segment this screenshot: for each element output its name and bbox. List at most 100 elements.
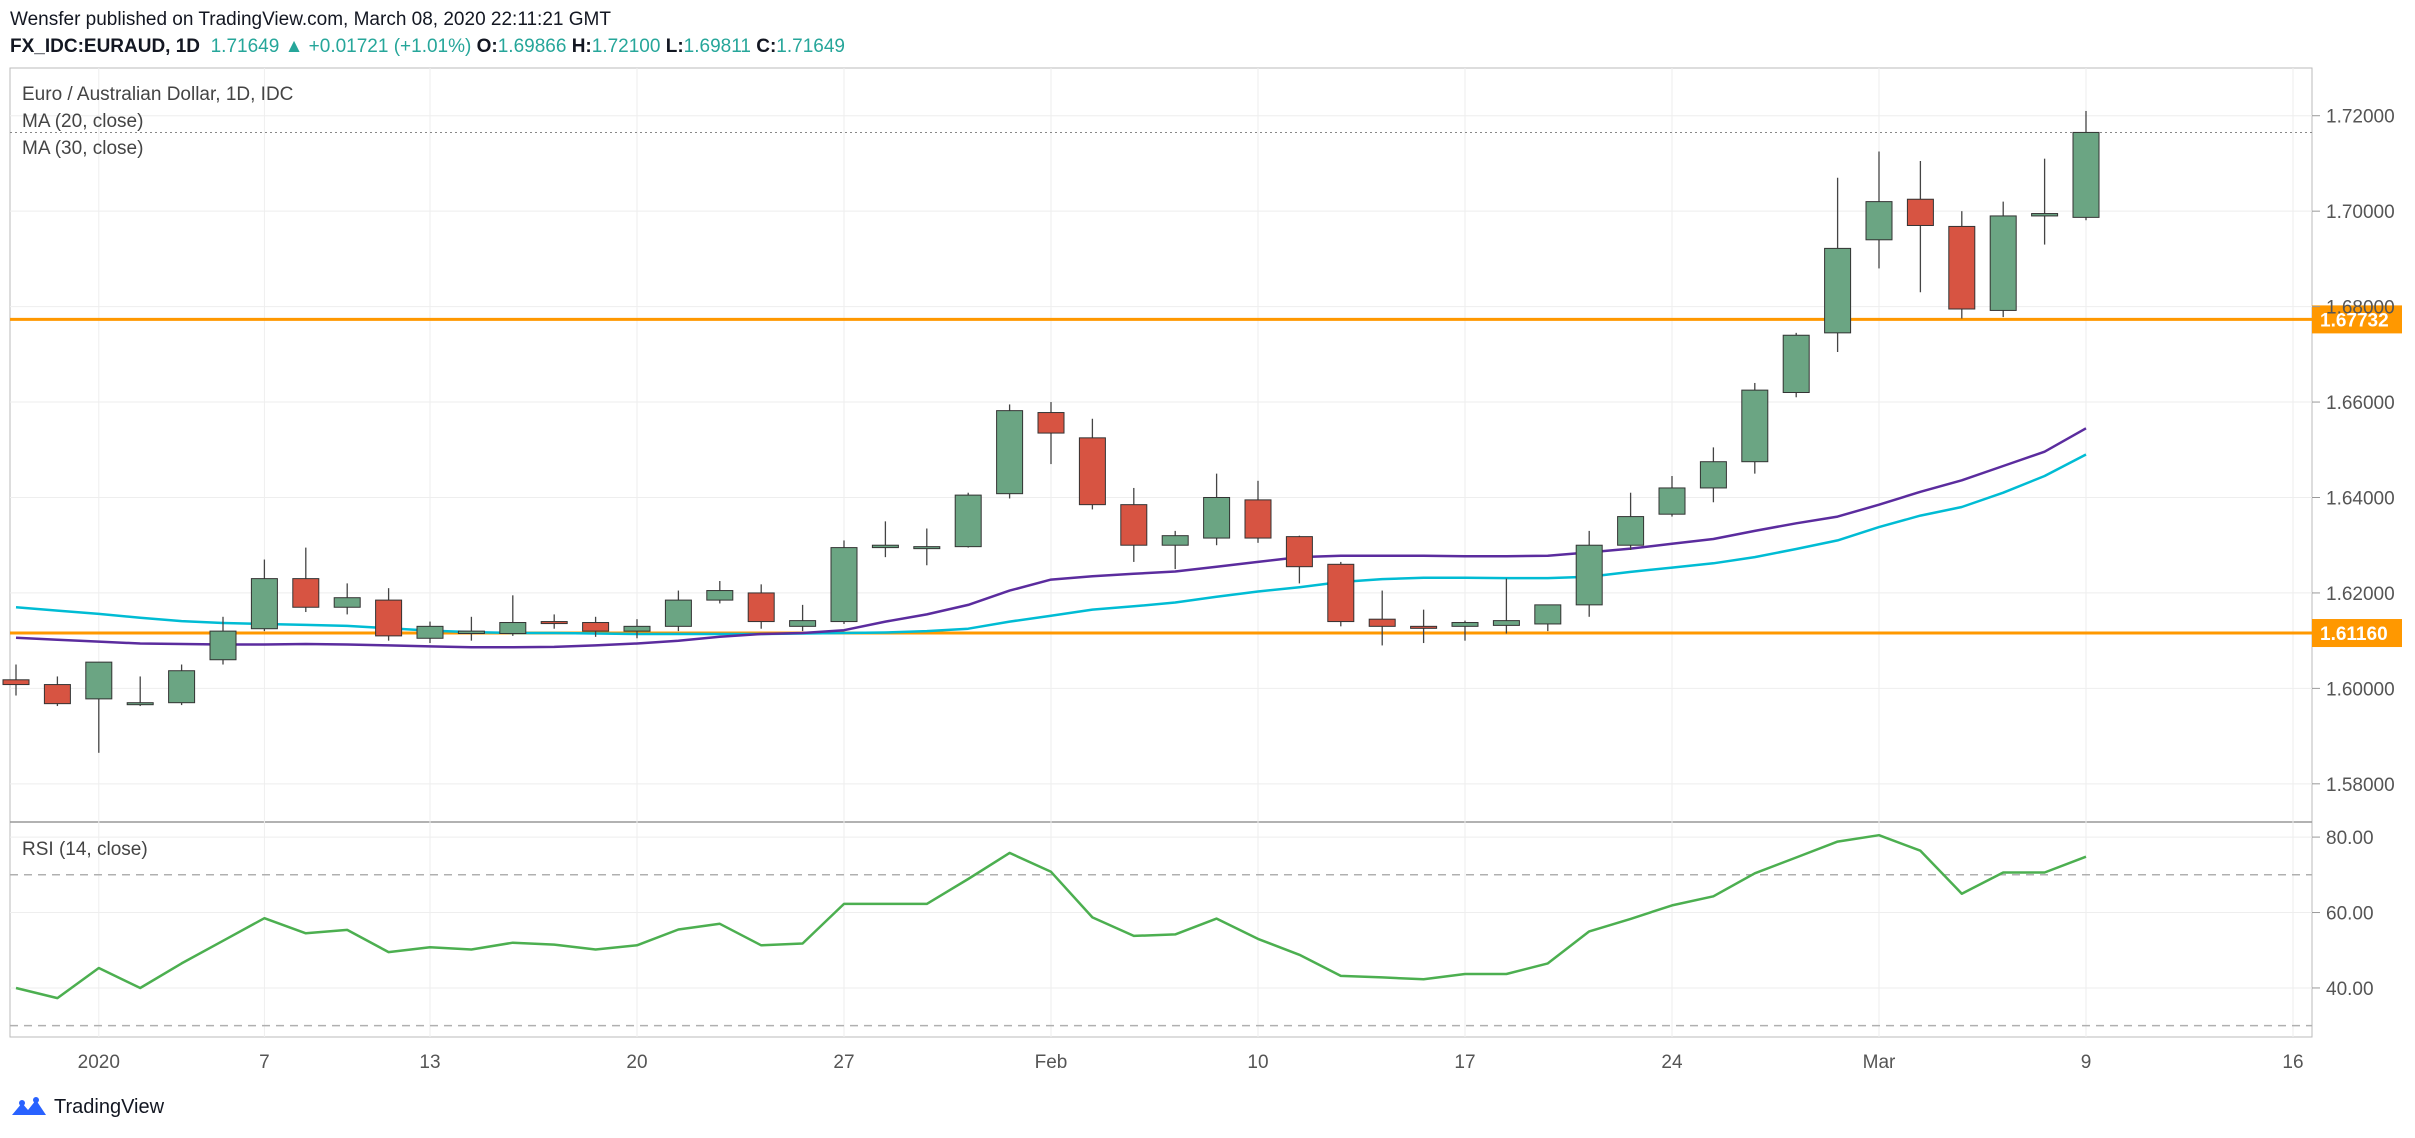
x-tick-label: 20 bbox=[626, 1052, 647, 1073]
candle-up bbox=[250, 559, 278, 632]
x-tick-label: 10 bbox=[1247, 1052, 1268, 1073]
chart-canvas[interactable]: 1.67732 1.61160 2020 7 13 20 27 Feb 10 17 24 Mar 9 1… bbox=[0, 0, 2415, 1085]
ma30-label: MA (30, close) bbox=[22, 138, 143, 159]
candle-up bbox=[664, 590, 692, 632]
chart-header: Wensfer published on TradingView.com, Ma… bbox=[10, 6, 845, 60]
candle-down bbox=[1244, 480, 1272, 543]
candle-body bbox=[996, 410, 1024, 495]
y-tick-label: 1.62000 bbox=[2326, 584, 2395, 605]
close-value: 1.71649 bbox=[776, 36, 845, 57]
candle-down bbox=[1285, 535, 1313, 584]
pane-labels: Euro / Australian Dollar, 1D, IDC MA (20,… bbox=[22, 84, 293, 860]
candle-body bbox=[954, 494, 982, 548]
candle-up bbox=[168, 664, 196, 706]
y-tick-label: 1.64000 bbox=[2326, 488, 2395, 509]
candle-up bbox=[1741, 382, 1769, 474]
candle-body bbox=[1037, 412, 1065, 434]
candle-body bbox=[1658, 487, 1686, 515]
x-tick-label: 2020 bbox=[78, 1052, 120, 1073]
candle-up bbox=[913, 528, 941, 566]
candle-body bbox=[1906, 198, 1934, 226]
candle-body bbox=[375, 599, 403, 637]
x-tick-label: Feb bbox=[1035, 1052, 1068, 1073]
symbol-line: FX_IDC:EURAUD, 1D 1.71649 ▲ +0.01721 (+1… bbox=[10, 33, 845, 60]
candle-down bbox=[1120, 487, 1148, 562]
candle-body bbox=[747, 592, 775, 623]
rsi-y-tick-label: 60.00 bbox=[2326, 904, 2374, 925]
candle-down bbox=[1906, 161, 1934, 293]
candle-body bbox=[43, 684, 71, 705]
candle-up bbox=[85, 661, 113, 753]
x-tick-label: 7 bbox=[259, 1052, 270, 1073]
candle-body bbox=[85, 661, 113, 700]
candle-body bbox=[1161, 535, 1189, 546]
y-tick-label: 1.66000 bbox=[2326, 393, 2395, 414]
ma20-line bbox=[15, 427, 2087, 649]
level-price-badge bbox=[2312, 619, 2402, 648]
candle-body bbox=[1244, 499, 1272, 539]
candle-body bbox=[1451, 622, 1479, 627]
candle-body bbox=[1492, 620, 1520, 626]
candle-body bbox=[1782, 334, 1810, 394]
candle-up bbox=[1617, 492, 1645, 550]
candle-up bbox=[789, 604, 817, 632]
candle-body bbox=[706, 590, 734, 601]
x-tick-label: Mar bbox=[1863, 1052, 1896, 1073]
candle-up bbox=[209, 616, 237, 665]
candle-up bbox=[2072, 110, 2100, 221]
candle-body bbox=[1410, 625, 1438, 629]
x-tick-label: 13 bbox=[419, 1052, 440, 1073]
candles bbox=[2, 110, 2100, 753]
candle-down bbox=[43, 676, 71, 707]
tradingview-brand[interactable]: TradingView bbox=[54, 1096, 165, 1118]
low-value: 1.69811 bbox=[683, 36, 751, 57]
horizontal-levels[interactable]: 1.67732 1.61160 bbox=[10, 131, 2402, 648]
candle-up bbox=[1782, 332, 1810, 398]
level-price-label: 1.61160 bbox=[2320, 624, 2388, 645]
candle-body bbox=[1285, 536, 1313, 568]
candle-body bbox=[623, 625, 651, 632]
candle-up bbox=[333, 583, 361, 615]
x-tick-label: 24 bbox=[1661, 1052, 1683, 1073]
rsi-pane bbox=[10, 833, 2312, 1027]
moving-averages bbox=[15, 427, 2087, 649]
candle-down bbox=[2, 664, 30, 696]
symbol-name: FX_IDC:EURAUD, 1D bbox=[10, 36, 201, 57]
close-label: C: bbox=[756, 36, 777, 57]
ma30-line bbox=[15, 453, 2087, 636]
candle-up bbox=[1203, 473, 1231, 546]
chart-title: Euro / Australian Dollar, 1D, IDC bbox=[22, 84, 293, 105]
y-tick-label: 1.70000 bbox=[2326, 202, 2395, 223]
candle-up bbox=[416, 621, 444, 644]
candle-down bbox=[1037, 402, 1065, 465]
candle-body bbox=[1078, 437, 1106, 506]
candle-body bbox=[1617, 516, 1645, 546]
y-tick-label: 1.72000 bbox=[2326, 107, 2395, 128]
candle-body bbox=[333, 597, 361, 608]
candle-down bbox=[1327, 561, 1355, 627]
horizontal-level[interactable]: 1.67732 bbox=[10, 305, 2402, 334]
candle-body bbox=[1824, 247, 1852, 334]
candle-down bbox=[747, 584, 775, 629]
tradingview-logo-icon[interactable] bbox=[10, 1096, 48, 1119]
horizontal-level[interactable]: 1.61160 bbox=[10, 619, 2402, 648]
candle-body bbox=[871, 544, 899, 549]
candle-body bbox=[1741, 389, 1769, 463]
y-tick-label: 1.68000 bbox=[2326, 298, 2395, 319]
candle-down bbox=[1948, 211, 1976, 319]
open-value: 1.69866 bbox=[497, 36, 567, 57]
y-tick-label: 1.58000 bbox=[2326, 775, 2395, 796]
footer: TradingView bbox=[10, 1096, 164, 1119]
candle-body bbox=[1989, 215, 2017, 311]
publisher-line: Wensfer published on TradingView.com, Ma… bbox=[10, 9, 611, 30]
candle-up bbox=[1989, 201, 2017, 318]
rsi-y-tick-label: 80.00 bbox=[2326, 828, 2374, 849]
candle-up bbox=[126, 676, 154, 707]
candle-body bbox=[2031, 213, 2059, 217]
candle-body bbox=[789, 620, 817, 627]
candle-body bbox=[416, 625, 444, 639]
candle-body bbox=[582, 622, 610, 632]
high-label: H: bbox=[571, 36, 592, 57]
candle-down bbox=[540, 614, 568, 629]
candle-up bbox=[499, 595, 527, 636]
